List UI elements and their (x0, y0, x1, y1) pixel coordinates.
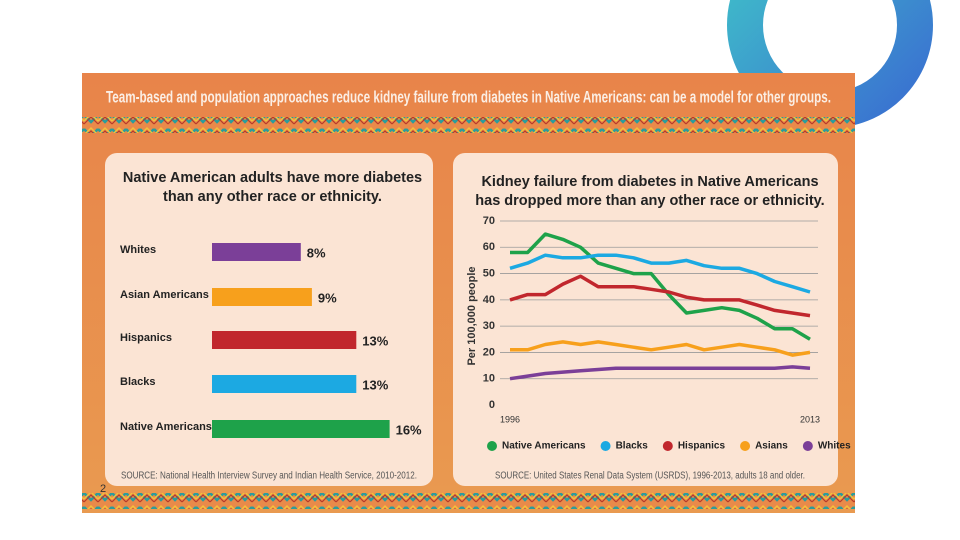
bar-chart: Whites 8% Asian Americans 9% Hispanics 13% Bla… (120, 243, 422, 482)
bar (212, 375, 357, 393)
y-tick-label: 0 (489, 399, 495, 411)
y-tick-label: 60 (483, 241, 495, 253)
series-line (509, 253, 811, 294)
series-line (509, 365, 811, 381)
category-label: Blacks (120, 376, 155, 388)
headline: Team-based and population approaches red… (106, 87, 831, 106)
legend-label: Hispanics (678, 441, 726, 452)
legend-label: Blacks (616, 441, 649, 452)
y-tick-label: 10 (483, 373, 495, 385)
value-label: 9% (318, 290, 337, 305)
source: SOURCE: United States Renal Data System … (495, 471, 805, 482)
legend-marker (600, 441, 611, 451)
category-label: Hispanics (120, 332, 172, 344)
legend-marker (740, 441, 751, 451)
y-tick-label: 30 (483, 320, 495, 332)
line-chart: 0 10 20 30 40 50 60 70 1996 2013 Per 100,000 peopl… (466, 215, 851, 482)
bar (212, 243, 301, 261)
category-label: Whites (120, 244, 156, 256)
y-tick-label: 50 (483, 267, 495, 279)
series-line (509, 274, 811, 318)
category-label: Native Americans (120, 421, 212, 433)
value-label: 8% (307, 245, 326, 260)
line-chart-title: Kidney failure from diabetes in Native A… (475, 174, 825, 209)
legend-label: Whites (818, 441, 851, 452)
value-label: 13% (362, 333, 388, 348)
value-label: 16% (396, 422, 422, 437)
y-tick-label: 20 (483, 346, 495, 358)
bar (212, 288, 312, 306)
series-line (510, 340, 811, 357)
legend-marker (802, 441, 813, 451)
bar-chart-title: Native American adults have more diabete… (122, 170, 423, 205)
zigzag-bottom (82, 493, 855, 509)
bar (212, 331, 357, 349)
y-tick-label: 40 (483, 294, 495, 306)
legend-label: Native Americans (502, 441, 586, 452)
legend-label: Asians (755, 441, 788, 452)
legend-marker (487, 441, 497, 451)
page-number: 2 (100, 483, 106, 495)
source: SOURCE: National Health Interview Survey… (121, 471, 417, 482)
zigzag-top (82, 117, 855, 133)
legend-marker (662, 441, 673, 451)
bar (212, 420, 390, 438)
series-line (510, 232, 811, 341)
left-panel (105, 153, 433, 486)
y-tick-label: 70 (483, 215, 495, 227)
value-label: 13% (362, 377, 388, 392)
y-axis-label: Per 100,000 people (466, 266, 478, 365)
x-tick-label: 2013 (800, 414, 820, 424)
x-tick-label: 1996 (500, 414, 520, 424)
category-label: Asian Americans (120, 289, 209, 301)
